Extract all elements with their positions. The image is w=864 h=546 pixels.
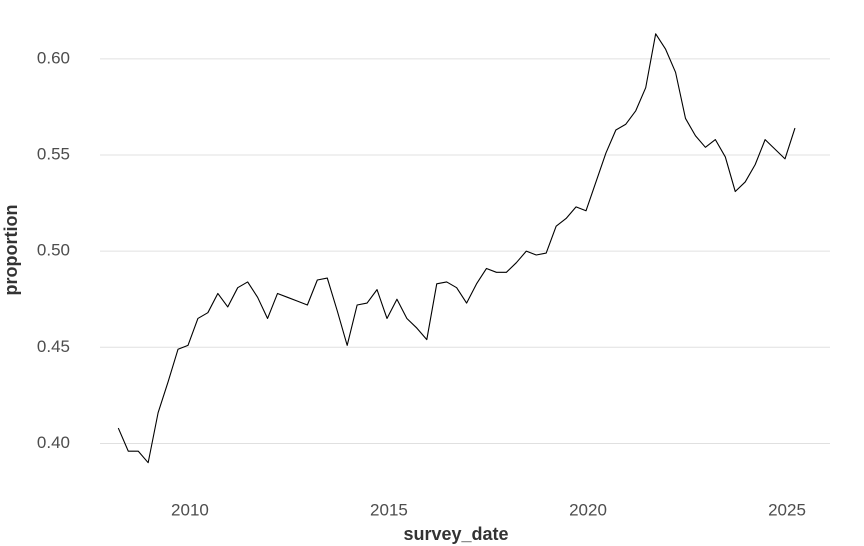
y-axis-title: proportion: [1, 205, 21, 296]
y-tick-label: 0.40: [37, 433, 70, 452]
y-tick-label: 0.60: [37, 48, 70, 67]
x-axis-title: survey_date: [403, 524, 508, 544]
y-tick-label: 0.50: [37, 241, 70, 260]
x-tick-label: 2015: [370, 500, 408, 519]
y-tick-label: 0.55: [37, 144, 70, 163]
x-tick-label: 2025: [768, 500, 806, 519]
y-tick-label: 0.45: [37, 337, 70, 356]
x-tick-label: 2020: [569, 500, 607, 519]
x-tick-label: 2010: [171, 500, 209, 519]
data-line: [117, 33, 796, 464]
